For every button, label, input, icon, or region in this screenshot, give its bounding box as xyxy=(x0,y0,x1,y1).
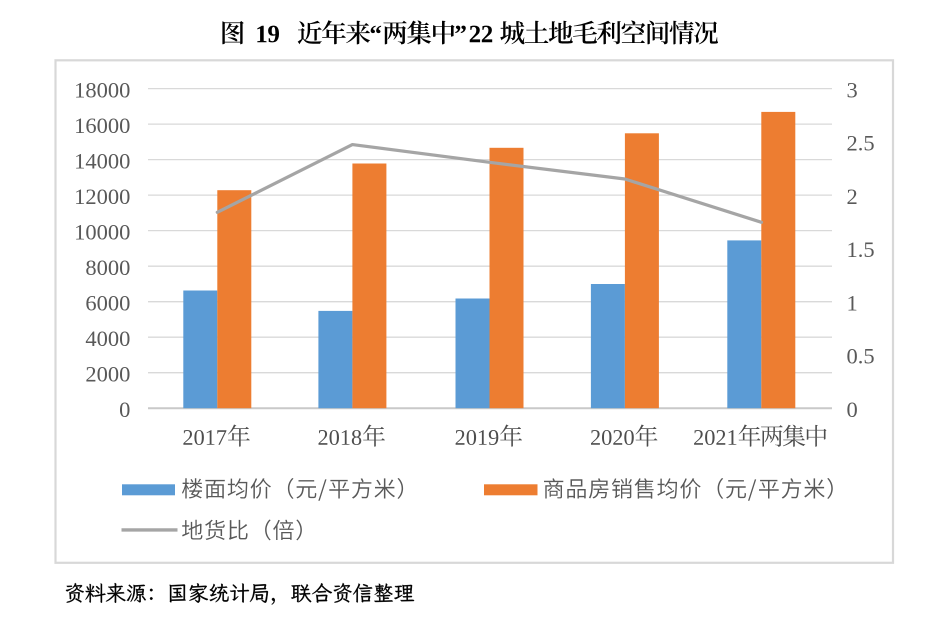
svg-text:16000: 16000 xyxy=(74,113,130,138)
svg-text:6000: 6000 xyxy=(85,291,130,316)
svg-text:8000: 8000 xyxy=(85,255,130,280)
svg-text:0.5: 0.5 xyxy=(847,344,875,369)
svg-text:0: 0 xyxy=(119,397,130,422)
svg-text:1.5: 1.5 xyxy=(847,237,875,262)
svg-text:1: 1 xyxy=(847,291,858,316)
svg-text:10000: 10000 xyxy=(74,219,130,244)
svg-text:4000: 4000 xyxy=(85,326,130,351)
svg-text:3: 3 xyxy=(847,77,858,102)
svg-text:2000: 2000 xyxy=(85,362,130,387)
svg-text:18000: 18000 xyxy=(74,77,130,102)
svg-text:14000: 14000 xyxy=(74,148,130,173)
svg-text:12000: 12000 xyxy=(74,184,130,209)
svg-text:2.5: 2.5 xyxy=(847,131,875,156)
svg-text:2: 2 xyxy=(847,184,858,209)
svg-text:0: 0 xyxy=(847,397,858,422)
